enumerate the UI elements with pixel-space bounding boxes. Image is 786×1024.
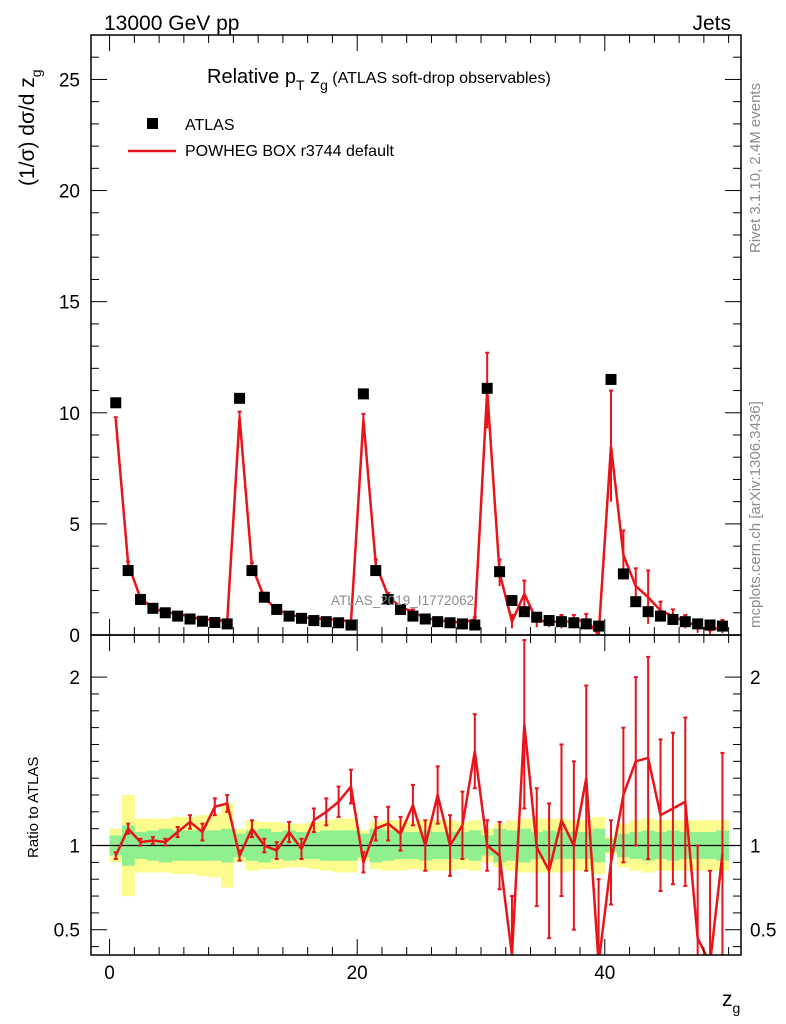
atlas-data-point (184, 613, 196, 625)
atlas-data-point (159, 607, 171, 619)
rivet-version-label: Rivet 3.1.10, 2.4M events (747, 83, 764, 253)
x-tick-label: 40 (594, 963, 615, 984)
main-y-tick-label: 0 (69, 626, 80, 647)
atlas-data-point (555, 616, 567, 628)
ratio-y-tick-label-right: 2 (750, 668, 761, 689)
atlas-data-point (593, 620, 605, 632)
ratio-panel: 0.5 0.51 12 20 20 40 Ratio to ATLAS zg (25, 634, 776, 1016)
atlas-data-point (543, 615, 555, 627)
ratio-mc-group (113, 639, 725, 955)
legend-atlas-label: ATLAS (185, 117, 235, 134)
legend: ATLAS POWHEG BOX r3744 default (128, 117, 395, 160)
atlas-data-point (494, 566, 506, 578)
atlas-data-point (345, 619, 357, 631)
atlas-data-point (382, 593, 394, 605)
main-y-tick-label: 10 (59, 404, 80, 425)
atlas-data-point (580, 618, 592, 630)
category-label: Jets (692, 12, 731, 35)
x-tick-label: 0 (104, 963, 115, 984)
plot-title: Relative pT zg (ATLAS soft-drop observab… (207, 66, 551, 93)
atlas-data-point (234, 392, 246, 404)
atlas-data-point (147, 602, 159, 614)
atlas-data-point (172, 610, 184, 622)
atlas-data-point (196, 615, 208, 627)
atlas-data-point (209, 617, 221, 629)
main-y-tick-label: 5 (69, 515, 80, 536)
legend-powheg-label: POWHEG BOX r3744 default (185, 143, 395, 160)
atlas-data-point (407, 610, 419, 622)
atlas-data-point (122, 565, 134, 577)
atlas-data-point (617, 568, 629, 580)
atlas-data-point (283, 610, 295, 622)
main-y-axis-label: (1/σ) dσ/d zg (16, 69, 44, 186)
atlas-data-point (655, 610, 667, 622)
atlas-data-point (469, 619, 481, 631)
atlas-data-point (692, 618, 704, 630)
ratio-y-tick-label-left: 1 (69, 837, 80, 858)
mcplots-label: mcplots.cern.ch [arXiv:1306.3436] (747, 401, 764, 628)
atlas-data-point (271, 603, 283, 615)
x-tick-label: 20 (347, 963, 368, 984)
watermark: ATLAS_2019_I1772062 (331, 593, 474, 608)
atlas-data-point (704, 619, 716, 631)
atlas-data-point (246, 565, 258, 577)
main-y-tick-label: 25 (59, 70, 80, 91)
atlas-data-point (630, 596, 642, 608)
atlas-data-point (716, 620, 728, 632)
atlas-data-point (481, 382, 493, 394)
main-y-tick-label: 20 (59, 182, 80, 203)
atlas-data-point (135, 593, 147, 605)
atlas-data-point (357, 388, 369, 400)
atlas-data-point (395, 603, 407, 615)
atlas-data-point (605, 373, 617, 385)
main-panel: 0 5 10 15 20 25 ATLAS_2019_I1772062 Relative … (16, 34, 742, 647)
atlas-data-point (419, 613, 431, 625)
ratio-series-line (114, 723, 724, 955)
legend-atlas-marker (147, 118, 158, 129)
x-axis-label: zg (722, 988, 740, 1016)
atlas-data-point (333, 617, 345, 629)
atlas-data-point (531, 611, 543, 623)
ratio-y-tick-label-right: 1 (750, 837, 761, 858)
atlas-data-point (444, 617, 456, 629)
atlas-data-point (518, 606, 530, 618)
atlas-data-point (506, 595, 518, 607)
atlas-data-point (258, 591, 270, 603)
ratio-frame (90, 634, 742, 956)
ratio-y-tick-label-left: 2 (69, 668, 80, 689)
main-y-tick-label: 15 (59, 293, 80, 314)
atlas-data-point (679, 616, 691, 628)
atlas-data-point (295, 612, 307, 624)
ratio-y-tick-label-left: 0.5 (54, 921, 80, 942)
atlas-data-point (370, 565, 382, 577)
atlas-data-point (308, 615, 320, 627)
atlas-data-point (456, 618, 468, 630)
atlas-data-point (221, 618, 233, 630)
atlas-data-point (642, 606, 654, 618)
atlas-data-point (568, 617, 580, 629)
atlas-data-point (320, 616, 332, 628)
atlas-data-point (110, 397, 122, 409)
atlas-data-point (667, 613, 679, 625)
energy-label: 13000 GeV pp (104, 12, 239, 35)
ratio-y-axis-label: Ratio to ATLAS (25, 757, 42, 858)
ratio-y-tick-label-right: 0.5 (750, 921, 776, 942)
atlas-data-point (432, 616, 444, 628)
